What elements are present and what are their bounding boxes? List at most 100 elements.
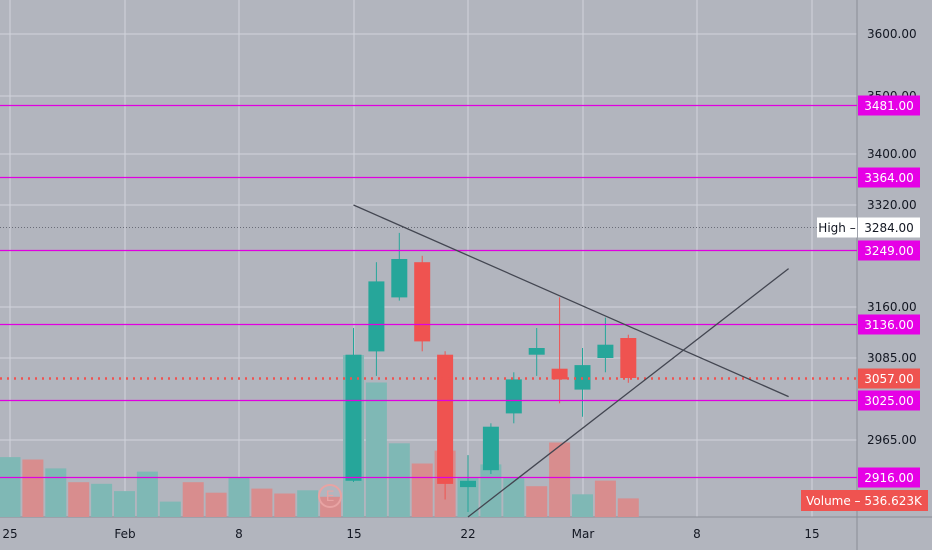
level-price-tag-bg <box>858 167 920 188</box>
level-price-tag: 3025.00 <box>858 390 920 411</box>
candle[interactable] <box>460 455 476 512</box>
candle-body <box>460 480 476 488</box>
volume-bar <box>503 478 525 517</box>
current-price-tag-bg <box>858 368 920 389</box>
candle-body <box>505 379 522 414</box>
x-tick-label: 15 <box>346 527 361 541</box>
volume-bar <box>549 442 571 517</box>
trendline-ascending-support[interactable] <box>467 268 789 518</box>
volume-bar <box>572 494 593 517</box>
candle[interactable] <box>345 328 362 482</box>
level-price-tag: 3249.00 <box>858 240 920 261</box>
volume-bar <box>594 480 616 518</box>
x-tick-label: Mar <box>572 527 595 541</box>
x-tick-label: 8 <box>693 527 701 541</box>
volume-bar <box>45 468 67 517</box>
candle[interactable] <box>391 232 408 301</box>
volume-bar <box>68 482 90 517</box>
volume-bar <box>114 491 135 517</box>
level-price-tag-bg <box>858 390 920 411</box>
candle[interactable] <box>414 255 431 352</box>
candle[interactable] <box>482 423 499 474</box>
y-tick-label: 3160.00 <box>867 300 917 314</box>
volume-bar <box>251 488 273 517</box>
y-tick-label: 3320.00 <box>867 198 917 212</box>
level-price-tag-text: 3249.00 <box>864 244 914 258</box>
candle[interactable] <box>528 328 545 376</box>
x-tick-label: 25 <box>2 527 17 541</box>
candle[interactable] <box>597 317 614 373</box>
candle[interactable] <box>505 372 522 424</box>
high-label-bg <box>817 217 857 238</box>
x-tick-label: 15 <box>804 527 819 541</box>
volume-bar <box>411 463 433 517</box>
x-tick-label: 8 <box>235 527 243 541</box>
earnings-marker-label: E <box>326 489 335 505</box>
volume-bar <box>388 443 410 517</box>
volume-bar <box>228 477 250 517</box>
y-tick-label: 3400.00 <box>867 147 917 161</box>
level-price-tag-bg <box>858 467 920 488</box>
y-tick-label: 2965.00 <box>867 433 917 447</box>
current-price-tag-text: 3057.00 <box>864 372 914 386</box>
high-price-tag-text: 3284.00 <box>864 221 914 235</box>
candle-body <box>437 354 454 484</box>
candle-body <box>482 426 499 471</box>
level-price-tag-bg <box>858 95 920 116</box>
candle-body <box>597 344 614 358</box>
volume-bar <box>297 490 319 517</box>
high-price-tag-bg <box>858 217 920 238</box>
candle-body <box>528 348 545 355</box>
candle[interactable] <box>437 351 454 500</box>
level-price-tag: 3364.00 <box>858 167 920 188</box>
volume-tag-text: Volume – 536.623K <box>806 494 923 508</box>
candle-body <box>345 354 362 481</box>
volume-bar <box>159 501 181 517</box>
volume-bar <box>365 382 387 517</box>
candle-body <box>551 368 568 380</box>
candle[interactable] <box>551 297 568 404</box>
x-tick-label: 22 <box>460 527 475 541</box>
candle[interactable] <box>620 334 637 383</box>
candle-body <box>368 281 385 352</box>
volume-bar <box>0 457 21 517</box>
volume-bar <box>205 492 227 517</box>
candle[interactable] <box>368 262 385 376</box>
y-tick-label: 3600.00 <box>867 27 917 41</box>
volume-bar <box>617 498 639 517</box>
level-price-tag-text: 2916.00 <box>864 471 914 485</box>
price-tags: 3481.00 3364.00 3249.00 3136.00 3025.00 2916.… <box>801 95 928 511</box>
x-tick-label: Feb <box>114 527 135 541</box>
trendline-descending-resistance[interactable] <box>353 204 789 398</box>
trendlines[interactable] <box>353 204 789 518</box>
level-price-tag-text: 3364.00 <box>864 171 914 185</box>
candle-body <box>414 262 431 342</box>
high-label: High – <box>817 217 857 238</box>
volume-tag-bg <box>801 490 928 511</box>
level-price-tag-text: 3136.00 <box>864 318 914 332</box>
candle-body <box>620 338 637 378</box>
volume-bar <box>136 471 158 517</box>
level-price-tag: 3136.00 <box>858 314 920 335</box>
level-price-tag-text: 3025.00 <box>864 394 914 408</box>
volume-bar <box>91 483 113 517</box>
level-price-tag-bg <box>858 314 920 335</box>
level-price-tag-text: 3481.00 <box>864 99 914 113</box>
volume-tag: Volume – 536.623K <box>801 490 928 511</box>
volume-bar <box>22 459 44 517</box>
candle-body <box>391 259 408 298</box>
horizontal-levels[interactable] <box>0 104 857 479</box>
price-axis[interactable]: 3600.003500.003400.003320.003160.003085.… <box>867 27 917 447</box>
high-price-tag: 3284.00 <box>858 217 920 238</box>
markers[interactable]: E <box>318 484 342 508</box>
volume-bar <box>274 493 296 517</box>
level-price-tag: 2916.00 <box>858 467 920 488</box>
current-price-tag: 3057.00 <box>858 368 920 389</box>
time-axis[interactable]: 25 Feb 8 15 22 Mar 8 15 <box>2 527 819 541</box>
earnings-marker[interactable] <box>318 484 342 508</box>
volume-bar <box>526 486 548 517</box>
high-label-text: High – <box>818 221 855 235</box>
